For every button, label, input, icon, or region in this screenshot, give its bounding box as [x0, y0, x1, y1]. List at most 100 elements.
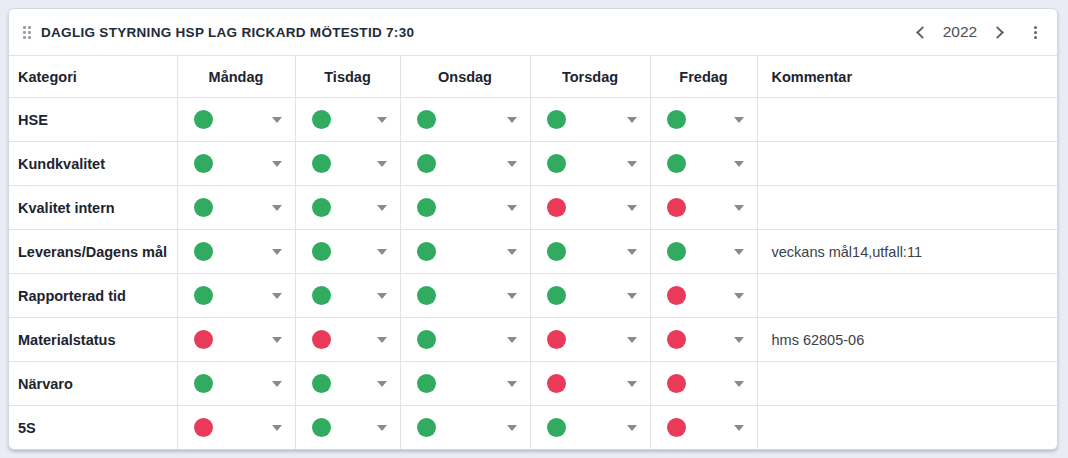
green-status-dot-icon: [417, 242, 436, 261]
comment-cell[interactable]: [757, 142, 1057, 186]
status-cell: [400, 142, 530, 186]
chevron-down-icon: [507, 161, 517, 167]
status-dropdown[interactable]: [312, 242, 387, 261]
red-status-dot-icon: [667, 198, 686, 217]
column-header-kommentar: Kommentar: [757, 56, 1057, 98]
more-options-button[interactable]: [1030, 22, 1041, 43]
green-status-dot-icon: [417, 286, 436, 305]
status-dropdown[interactable]: [312, 374, 387, 393]
status-table: Kategori Måndag Tisdag Onsdag Torsdag Fr…: [9, 55, 1057, 449]
status-dropdown[interactable]: [547, 330, 637, 349]
status-dropdown[interactable]: [312, 330, 387, 349]
chevron-down-icon: [734, 293, 744, 299]
status-dropdown[interactable]: [417, 286, 517, 305]
status-dropdown[interactable]: [312, 286, 387, 305]
status-dropdown[interactable]: [312, 198, 387, 217]
status-dropdown[interactable]: [417, 374, 517, 393]
status-cell: [295, 406, 400, 450]
chevron-down-icon: [627, 205, 637, 211]
status-dropdown[interactable]: [194, 374, 282, 393]
drag-handle-icon[interactable]: [23, 26, 31, 39]
status-dropdown[interactable]: [417, 198, 517, 217]
status-dropdown[interactable]: [417, 242, 517, 261]
chevron-left-icon: [916, 26, 929, 39]
status-cell: [400, 318, 530, 362]
status-dropdown[interactable]: [312, 154, 387, 173]
status-dropdown[interactable]: [312, 110, 387, 129]
table-row: Kundkvalitet: [9, 142, 1057, 186]
status-dropdown[interactable]: [667, 198, 744, 217]
red-status-dot-icon: [312, 330, 331, 349]
chevron-down-icon: [377, 205, 387, 211]
comment-cell[interactable]: [757, 406, 1057, 450]
status-dropdown[interactable]: [547, 110, 637, 129]
status-cell: [530, 186, 650, 230]
status-dropdown[interactable]: [547, 154, 637, 173]
chevron-down-icon: [377, 337, 387, 343]
chevron-down-icon: [627, 293, 637, 299]
green-status-dot-icon: [667, 110, 686, 129]
status-cell: [177, 142, 295, 186]
chevron-down-icon: [734, 425, 744, 431]
table-row: Närvaro: [9, 362, 1057, 406]
comment-cell[interactable]: [757, 98, 1057, 142]
widget-title: DAGLIG STYRNING HSP LAG RICKARD MÖTESTID…: [41, 25, 414, 40]
prev-year-button[interactable]: [912, 24, 931, 41]
status-dropdown[interactable]: [194, 418, 282, 437]
comment-cell[interactable]: hms 62805-06: [757, 318, 1057, 362]
comment-cell[interactable]: veckans mål14,utfall:11: [757, 230, 1057, 274]
daily-steering-widget: DAGLIG STYRNING HSP LAG RICKARD MÖTESTID…: [8, 8, 1058, 450]
status-dropdown[interactable]: [194, 154, 282, 173]
green-status-dot-icon: [194, 242, 213, 261]
status-dropdown[interactable]: [194, 242, 282, 261]
status-dropdown[interactable]: [417, 330, 517, 349]
green-status-dot-icon: [194, 198, 213, 217]
status-cell: [177, 274, 295, 318]
green-status-dot-icon: [417, 330, 436, 349]
category-label: Leverans/Dagens mål: [9, 230, 177, 274]
status-dropdown[interactable]: [547, 286, 637, 305]
status-dropdown[interactable]: [547, 242, 637, 261]
category-label: Rapporterad tid: [9, 274, 177, 318]
category-label: Materialstatus: [9, 318, 177, 362]
chevron-down-icon: [272, 249, 282, 255]
next-year-button[interactable]: [989, 24, 1008, 41]
comment-cell[interactable]: [757, 274, 1057, 318]
comment-cell[interactable]: [757, 186, 1057, 230]
status-dropdown[interactable]: [194, 330, 282, 349]
status-dropdown[interactable]: [667, 242, 744, 261]
status-dropdown[interactable]: [547, 374, 637, 393]
status-dropdown[interactable]: [194, 198, 282, 217]
status-dropdown[interactable]: [667, 330, 744, 349]
status-dropdown[interactable]: [417, 418, 517, 437]
status-dropdown[interactable]: [417, 154, 517, 173]
status-dropdown[interactable]: [194, 110, 282, 129]
comment-cell[interactable]: [757, 362, 1057, 406]
status-cell: [177, 186, 295, 230]
status-dropdown[interactable]: [312, 418, 387, 437]
red-status-dot-icon: [667, 286, 686, 305]
status-cell: [530, 318, 650, 362]
status-dropdown[interactable]: [667, 110, 744, 129]
status-dropdown[interactable]: [417, 110, 517, 129]
green-status-dot-icon: [417, 154, 436, 173]
category-label: HSE: [9, 98, 177, 142]
status-cell: [650, 318, 757, 362]
chevron-down-icon: [507, 381, 517, 387]
chevron-down-icon: [272, 161, 282, 167]
green-status-dot-icon: [312, 418, 331, 437]
chevron-down-icon: [734, 117, 744, 123]
status-dropdown[interactable]: [667, 418, 744, 437]
status-dropdown[interactable]: [667, 154, 744, 173]
green-status-dot-icon: [417, 374, 436, 393]
green-status-dot-icon: [417, 110, 436, 129]
status-cell: [295, 274, 400, 318]
status-dropdown[interactable]: [547, 418, 637, 437]
status-dropdown[interactable]: [667, 286, 744, 305]
status-dropdown[interactable]: [547, 198, 637, 217]
status-dropdown[interactable]: [667, 374, 744, 393]
status-dropdown[interactable]: [194, 286, 282, 305]
green-status-dot-icon: [547, 242, 566, 261]
chevron-down-icon: [734, 249, 744, 255]
chevron-down-icon: [627, 381, 637, 387]
